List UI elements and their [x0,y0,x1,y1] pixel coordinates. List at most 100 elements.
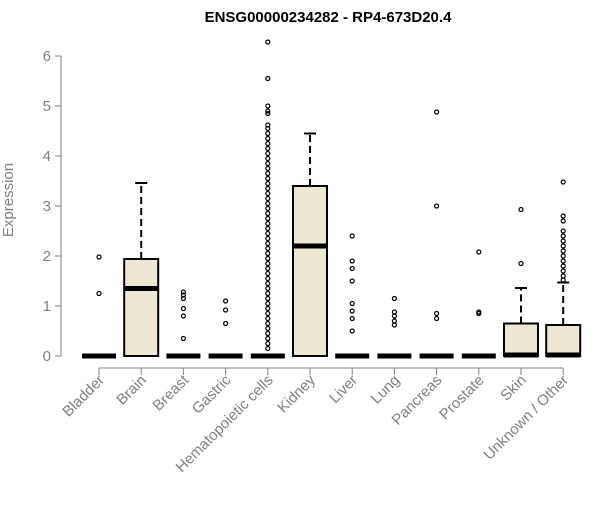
outlier-point [265,108,271,114]
box-iqr [292,185,328,357]
outlier-point [265,140,271,147]
outlier-point [391,318,397,324]
y-tick-label: 4 [43,148,51,165]
outlier-point [265,122,271,128]
outlier-point [434,109,440,115]
x-tick-label: Lung [368,372,404,408]
outlier-point [265,275,271,282]
chart-title: ENSG00000234282 - RP4-673D20.4 [205,9,452,26]
outlier-point [265,150,271,157]
outlier-point [265,330,271,337]
outlier-point [391,309,397,315]
y-tick-label: 0 [43,348,51,365]
box-prostate [461,249,496,359]
x-tick-label: Prostate [436,372,488,424]
outlier-point [265,285,271,292]
outlier-point [265,260,271,267]
outlier-point [265,135,271,142]
box-hematopoietic-cells [250,39,285,359]
outlier-point [265,155,271,162]
outlier-point [265,75,271,82]
boxes-group [82,39,582,359]
outlier-point [265,195,271,202]
y-tick-label: 6 [43,48,51,65]
outlier-point [265,265,271,272]
outlier-point [391,295,397,302]
outlier-point [265,170,271,177]
y-tick-label: 3 [43,198,51,215]
outlier-point [476,249,482,255]
outlier-point [265,305,271,312]
outlier-point [265,310,271,317]
outlier-point [180,289,186,295]
outlier-point [560,258,566,264]
y-axis-label: Expression [0,163,17,237]
outlier-point [180,305,186,312]
outlier-point [265,345,271,352]
box-liver [335,233,370,359]
outlier-point [560,253,566,259]
x-tick-label: Liver [326,372,361,407]
outlier-point [265,255,271,262]
outlier-point [265,230,271,237]
outlier-point [265,240,271,247]
outlier-point [560,238,566,244]
outlier-point [265,335,271,342]
box-bladder [82,254,116,359]
outlier-point [265,145,271,152]
outlier-point [223,307,229,313]
box-iqr [123,258,160,357]
outlier-point [560,218,566,224]
y-axis: 0 1 2 3 4 5 6 [43,48,62,365]
x-tick-label: Skin [497,372,530,405]
outlier-point [96,254,102,260]
outlier-point [265,200,271,207]
outlier-point [96,290,102,297]
box-brain [123,182,160,357]
outlier-point [265,235,271,242]
outlier-point [265,190,271,197]
outlier-point [434,315,440,322]
outlier-point [265,210,271,217]
outlier-point [560,243,566,249]
outlier-point [349,233,355,239]
box-breast [166,289,201,359]
outlier-point [560,277,566,283]
outlier-point [434,203,440,209]
outlier-point [265,280,271,287]
outlier-point [349,328,355,334]
outlier-point [560,233,566,239]
outlier-point [265,300,271,307]
box-lung [377,295,412,359]
box-skin [503,206,539,358]
outlier-point [265,175,271,182]
box-kidney [292,132,328,357]
outlier-point [560,268,566,274]
outlier-point [560,248,566,254]
outlier-point [391,322,397,328]
outlier-point [265,315,271,322]
x-tick-label: Kidney [274,371,319,416]
outlier-point [265,185,271,192]
outlier-point [265,250,271,257]
outlier-point [265,270,271,277]
x-tick-label: Bladder [59,372,108,421]
outlier-point [560,179,566,185]
outlier-point [560,213,566,219]
box-unknown-other [545,179,582,358]
outlier-point [265,320,271,327]
outlier-point [265,103,271,109]
y-tick-label: 1 [43,298,51,315]
outlier-point [180,292,186,298]
outlier-point [518,260,524,267]
outlier-point [349,258,355,264]
outlier-point [349,265,355,272]
x-tick-label: Breast [150,371,193,414]
y-tick-label: 2 [43,248,51,265]
outlier-point [265,160,271,167]
outlier-point [265,290,271,297]
y-tick-label: 5 [43,98,51,115]
